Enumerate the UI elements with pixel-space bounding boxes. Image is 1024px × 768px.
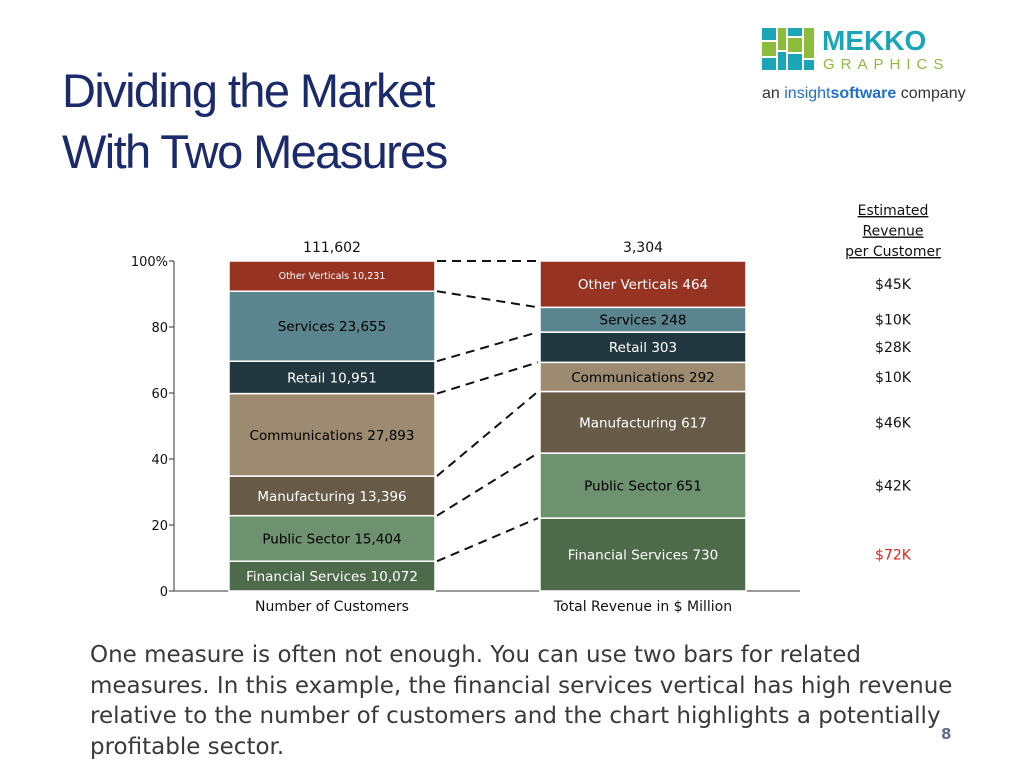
segment-connector-line <box>436 452 539 517</box>
y-tick-label: 80 <box>151 321 168 336</box>
segment-label: Retail 10,951 <box>287 370 377 386</box>
bar-segment <box>228 475 436 517</box>
title-line-1: Dividing the Market <box>62 64 435 117</box>
segment-connector-line <box>436 390 539 477</box>
mekko-graphics-logo: MEKKO GRAPHICS an insightsoftware compan… <box>762 25 966 102</box>
bar-segment <box>228 560 436 592</box>
revenue-per-customer-header: Revenue <box>863 224 924 240</box>
logo-tagline: an insightsoftware company <box>762 85 966 102</box>
segment-label: Financial Services 730 <box>568 548 718 564</box>
revenue-per-customer-value: $46K <box>875 415 912 431</box>
revenue-per-customer-value: $10K <box>875 313 912 329</box>
segment-label: Communications 292 <box>571 370 715 386</box>
segment-label: Retail 303 <box>609 340 677 356</box>
segment-label: Manufacturing 13,396 <box>257 489 406 505</box>
segment-label: Financial Services 10,072 <box>246 569 418 585</box>
y-tick-label: 20 <box>151 519 168 534</box>
bar-total-label: 111,602 <box>303 240 361 256</box>
segment-label: Manufacturing 617 <box>579 415 707 431</box>
bar-segment <box>228 290 436 362</box>
logo-word-graphics: GRAPHICS <box>823 56 949 73</box>
revenue-per-customer-value: $10K <box>875 370 912 386</box>
bar-segment <box>539 390 747 454</box>
bar-segment <box>228 514 436 562</box>
y-tick-label: 60 <box>151 387 168 402</box>
bar-segment <box>539 361 747 393</box>
segment-label: Other Verticals 10,231 <box>279 271 386 282</box>
logo-mark-icon <box>762 28 814 70</box>
segment-connector-line <box>436 517 539 563</box>
bar-segment <box>228 260 436 293</box>
segment-label: Other Verticals 464 <box>578 277 708 293</box>
segment-label: Services 23,655 <box>278 319 386 335</box>
segment-label: Public Sector 15,404 <box>262 531 401 547</box>
revenue-per-customer-value: $28K <box>875 340 912 356</box>
bar-segment <box>539 517 747 592</box>
bar-segment <box>539 452 747 519</box>
revenue-per-customer-header: Estimated <box>858 203 929 219</box>
y-tick-label: 40 <box>151 453 168 468</box>
logo-word-mekko: MEKKO <box>822 25 926 56</box>
title-line-2: With Two Measures <box>62 125 448 178</box>
y-tick-label: 0 <box>160 585 168 600</box>
revenue-per-customer-value: $42K <box>875 479 912 495</box>
bar-total-label: 3,304 <box>623 240 663 256</box>
slide-title: Dividing the Market With Two Measures <box>62 60 448 182</box>
segment-connector-line <box>436 331 539 363</box>
x-category-label: Total Revenue in $ Million <box>553 599 732 615</box>
slide-body-text: One measure is often not enough. You can… <box>90 642 953 760</box>
bar-segment <box>539 306 747 333</box>
revenue-per-customer-value: $72K <box>875 548 912 564</box>
segment-label: Services 248 <box>600 313 687 329</box>
bar-segment <box>228 360 436 395</box>
stacked-percent-bar-chart: 0 20 40 60 80 100% Financial Services 10,072 Pu… <box>131 203 941 615</box>
bar-segment <box>539 260 747 309</box>
segment-label: Communications 27,893 <box>250 428 415 444</box>
segment-connector-line <box>436 290 539 309</box>
bar-segment <box>539 331 747 364</box>
revenue-per-customer-value: $45K <box>875 277 912 293</box>
y-tick-label: 100% <box>131 255 168 270</box>
page-number: 8 <box>941 725 952 743</box>
x-category-label: Number of Customers <box>255 599 409 615</box>
revenue-per-customer-header: per Customer <box>845 244 941 260</box>
segment-connector-line <box>436 361 539 395</box>
bar-segment <box>228 392 436 477</box>
segment-label: Public Sector 651 <box>584 479 702 495</box>
